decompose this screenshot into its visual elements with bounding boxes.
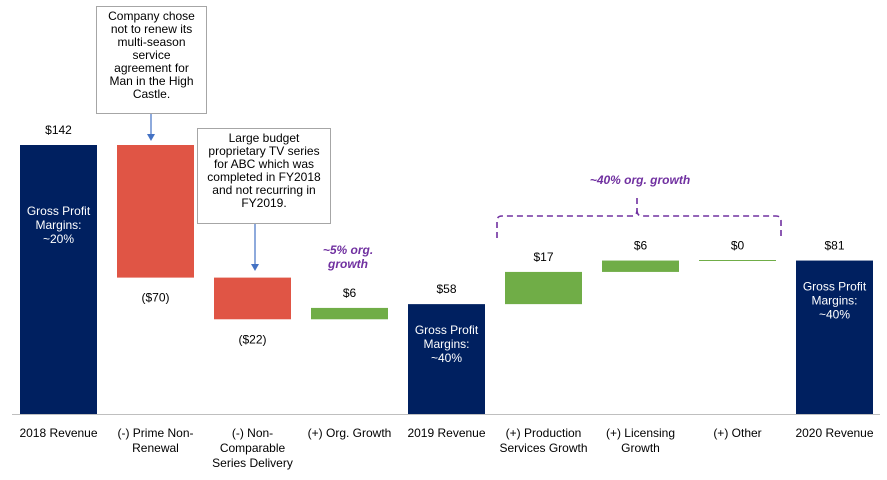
total-note-4-0: Gross Profit [415,323,479,337]
value-label-6: $6 [634,239,648,253]
category-label-2-0: (-) Non- [232,426,273,440]
total-note-0-0: Gross Profit [27,204,91,218]
value-label-0: $142 [45,123,72,137]
category-label-2-2: Series Delivery [212,456,293,470]
callout-prime-non-renewal: Company chose not to renew its multi-sea… [96,6,207,114]
category-label-3-0: (+) Org. Growth [308,426,392,440]
value-label-4: $58 [436,282,456,296]
bar-3 [311,307,388,320]
value-label-8: $81 [824,239,844,253]
bar-0 [20,145,97,414]
value-label-3: $6 [343,286,357,300]
category-label-6-0: (+) Licensing [606,426,675,440]
total-note-0-2: ~20% [43,232,74,246]
category-label-7-0: (+) Other [713,426,761,440]
org-growth-bracket-note: ~40% org. growth [589,173,691,187]
category-label-1-0: (-) Prime Non- [117,426,193,440]
bar-4 [408,304,485,414]
category-label-6-1: Growth [621,441,660,455]
total-note-8-0: Gross Profit [803,280,867,294]
total-note-8-2: ~40% [819,308,850,322]
total-note-0-1: Margins: [35,218,81,232]
category-label-1-1: Renewal [132,441,179,455]
org-growth-note: ~5% org. growth [322,243,374,271]
org-growth-bracket [496,197,782,238]
value-label-2: ($22) [238,332,266,346]
bar-5 [505,271,582,305]
value-label-5: $17 [533,250,553,264]
category-label-0-0: 2018 Revenue [19,426,97,440]
value-label-1: ($70) [141,291,169,305]
callout-abc-series: Large budget proprietary TV series for A… [197,128,331,224]
category-label-5-0: (+) Production [506,426,582,440]
callout-prime-arrow-head [147,134,155,141]
bar-8 [796,260,873,414]
bar-1 [117,145,194,278]
callout-abc-arrow-head [251,264,259,271]
category-label-2-1: Comparable [220,441,286,455]
category-label-4-0: 2019 Revenue [407,426,485,440]
bar-2 [214,277,291,320]
total-note-8-1: Margins: [811,294,857,308]
total-note-4-2: ~40% [431,351,462,365]
category-label-5-1: Services Growth [499,441,587,455]
category-label-8-0: 2020 Revenue [795,426,873,440]
total-note-4-1: Margins: [423,337,469,351]
value-label-7: $0 [731,239,745,253]
bar-6 [602,260,679,272]
